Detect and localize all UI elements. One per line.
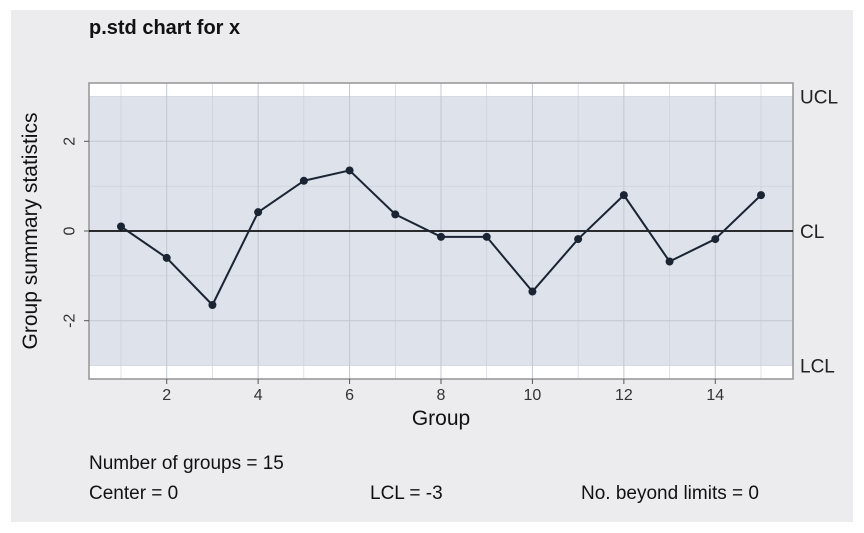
- data-point: [482, 232, 491, 241]
- data-point: [437, 232, 445, 241]
- x-tick-label: 4: [254, 387, 263, 404]
- data-point: [391, 210, 400, 219]
- x-tick-label: 8: [437, 387, 446, 404]
- groups-count-stat: Number of groups = 15: [89, 453, 284, 474]
- center-stat: Center = 0: [89, 483, 179, 504]
- limit-label-cl: CL: [800, 222, 824, 243]
- x-tick-label: 2: [162, 387, 171, 404]
- data-point: [757, 191, 765, 200]
- lcl-stat: LCL = -3: [370, 483, 443, 504]
- y-tick-label: 0: [62, 226, 79, 235]
- limit-label-ucl: UCL: [800, 87, 838, 108]
- beyond-limits-stat: No. beyond limits = 0: [581, 483, 759, 504]
- x-axis-label: Group: [411, 407, 471, 430]
- data-point: [711, 235, 720, 244]
- data-point: [299, 176, 308, 185]
- x-tick-label: 12: [615, 387, 633, 404]
- y-tick-label: -2: [62, 313, 79, 327]
- data-point: [665, 257, 674, 266]
- data-point: [345, 166, 354, 175]
- data-point: [162, 253, 171, 262]
- y-tick-label: 2: [62, 137, 79, 146]
- data-point: [574, 235, 583, 244]
- x-tick-label: 6: [345, 387, 354, 404]
- data-point: [117, 222, 125, 231]
- limit-label-lcl: LCL: [800, 357, 835, 378]
- x-tick-label: 10: [524, 387, 542, 404]
- chart-title: p.std chart for x: [89, 17, 241, 39]
- data-point: [254, 208, 263, 217]
- data-point: [528, 287, 537, 296]
- x-tick-label: 14: [706, 387, 724, 404]
- data-point: [619, 191, 628, 200]
- data-point: [208, 301, 217, 309]
